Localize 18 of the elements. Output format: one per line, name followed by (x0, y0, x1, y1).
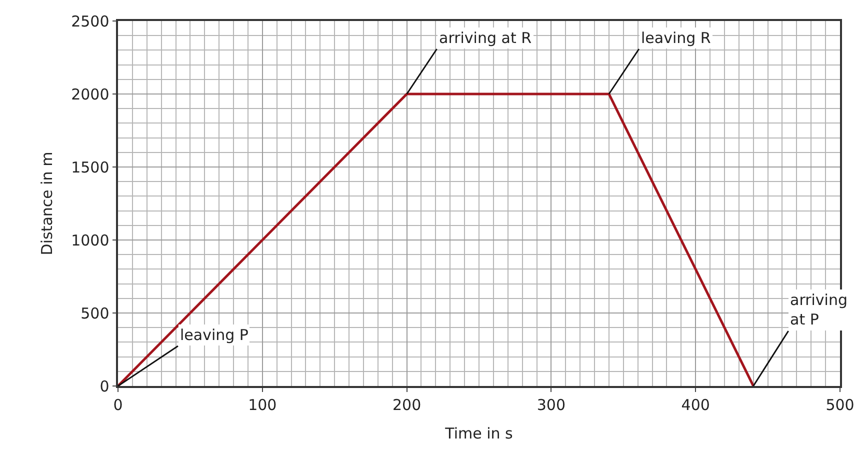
y-tick-label: 2500 (71, 12, 110, 30)
annotation: leaving R (641, 29, 711, 47)
y-tick-label: 1500 (71, 158, 110, 176)
y-axis-title: Distance in m (38, 152, 56, 256)
y-tick-label: 2000 (71, 85, 110, 104)
annotation: arriving at P (790, 291, 848, 328)
x-tick-label: 500 (826, 396, 854, 414)
annotation: leaving P (180, 326, 248, 344)
x-tick-label: 300 (536, 396, 566, 414)
x-axis-title: Time in s (444, 424, 514, 442)
x-tick-label: 400 (681, 396, 710, 414)
x-tick-label: 200 (392, 396, 422, 414)
y-tick-label: 500 (80, 304, 110, 322)
x-tick-label: 100 (248, 396, 277, 414)
x-tick-label: 0 (113, 396, 123, 414)
annotation: arriving at R (439, 29, 532, 47)
y-tick-label: 0 (100, 377, 110, 396)
y-tick-label: 1000 (71, 231, 110, 250)
